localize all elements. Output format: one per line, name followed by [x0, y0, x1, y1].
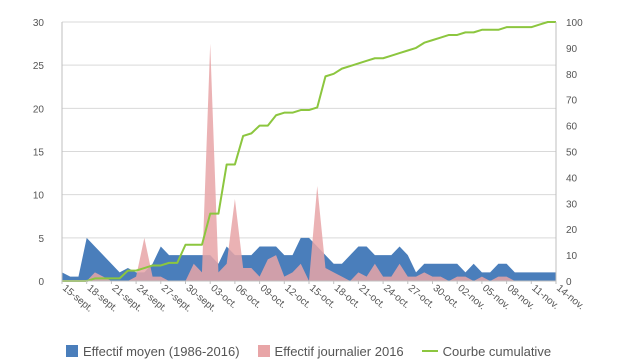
series-area-0	[62, 237, 556, 281]
x-tick-label: 21-oct.	[356, 283, 386, 311]
x-tick-label: 12-oct.	[282, 283, 312, 311]
y2-tick-label: 90	[566, 44, 578, 55]
x-tick-label: 24-oct.	[381, 283, 411, 311]
y-tick-label: 0	[38, 277, 44, 288]
x-tick-label: 06-oct.	[233, 283, 263, 311]
legend: Effectif moyen (1986-2016) Effectif jour…	[0, 340, 617, 362]
series-line-2	[62, 21, 556, 282]
x-tick-label: 18-oct.	[332, 283, 362, 311]
y-axis-right: 0 10 20 30 40 50 60 70 80 90 100	[566, 18, 583, 288]
y-tick-label: 5	[38, 234, 44, 245]
legend-label: Effectif moyen (1986-2016)	[82, 343, 240, 359]
legend-item-effectif-moyen: Effectif moyen (1986-2016)	[65, 343, 240, 359]
y2-tick-label: 10	[566, 251, 578, 262]
y2-tick-label: 40	[566, 173, 578, 184]
legend-swatch-blue	[65, 345, 78, 357]
x-tick-label: 15-oct.	[307, 283, 337, 311]
legend-label: Courbe cumulative	[442, 343, 552, 359]
y-tick-label: 20	[33, 104, 45, 115]
legend-swatch-pink	[257, 345, 270, 357]
gridlines	[62, 21, 556, 282]
y2-tick-label: 100	[566, 18, 583, 29]
plot-area	[62, 21, 556, 282]
chart: 0 5 10 15 20 25 30 0 10 20 30 40 50 60 70 80 90 100 15-s…	[33, 18, 586, 315]
x-tick-label: 11-nov.	[529, 283, 560, 312]
legend-label: Effectif journalier 2016	[274, 343, 404, 359]
legend-swatch-green	[421, 350, 438, 352]
legend-item-courbe-cumulative: Courbe cumulative	[421, 343, 552, 359]
y2-tick-label: 50	[566, 148, 578, 159]
y-tick-label: 15	[33, 148, 45, 159]
y2-tick-label: 60	[566, 122, 578, 133]
y2-tick-label: 30	[566, 199, 578, 210]
legend-item-effectif-journalier: Effectif journalier 2016	[257, 343, 404, 359]
x-tick-label: 27-oct.	[406, 283, 436, 311]
x-tick-label: 30-oct.	[431, 283, 461, 311]
y-tick-label: 10	[33, 191, 45, 202]
x-axis: 15-sept.18-sept.21-sept.24-sept.27-sept.…	[60, 281, 586, 315]
y-tick-label: 25	[33, 61, 45, 72]
y-axis-left: 0 5 10 15 20 25 30	[33, 18, 45, 288]
y2-tick-label: 0	[566, 277, 572, 288]
y2-tick-label: 20	[566, 225, 578, 236]
y2-tick-label: 80	[566, 70, 578, 81]
y2-tick-label: 70	[566, 96, 578, 107]
y-tick-label: 30	[33, 18, 45, 29]
x-tick-label: 09-oct.	[258, 283, 288, 311]
